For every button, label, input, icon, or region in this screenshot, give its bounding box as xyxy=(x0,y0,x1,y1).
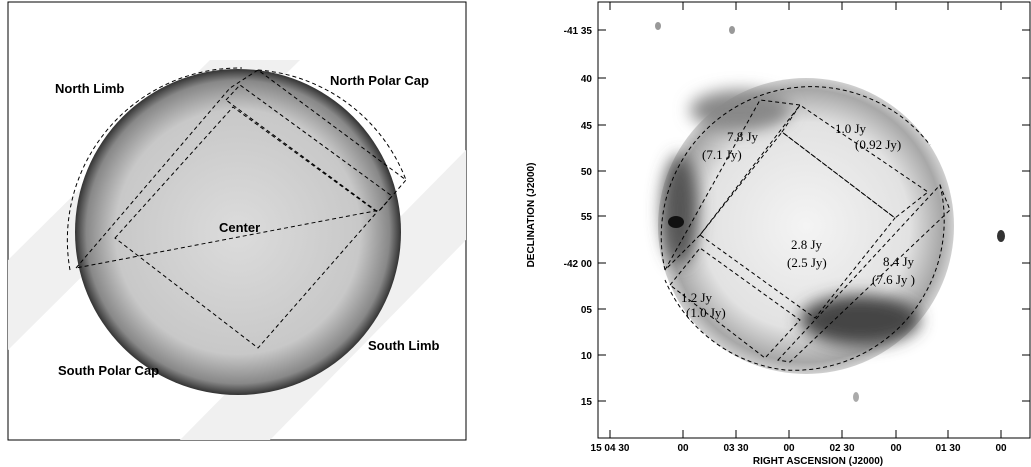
flux-label: 1.2 Jy xyxy=(681,290,713,305)
x-tick-label: 02 30 xyxy=(829,443,854,454)
x-tick-label: 00 xyxy=(995,443,1007,454)
region-label: Center xyxy=(219,220,260,235)
center-region xyxy=(699,131,896,319)
limb-region xyxy=(777,184,951,363)
north-cap-outline xyxy=(257,69,407,181)
flux-label: (7.6 Jy ) xyxy=(872,272,915,287)
x-tick-label: 01 30 xyxy=(935,443,960,454)
north-limb-outline xyxy=(66,67,243,271)
flux-label: (1.0 Jy) xyxy=(686,305,726,320)
y-tick-label: 05 xyxy=(581,305,593,316)
model-panel: North Limb North Polar Cap Center South … xyxy=(7,1,467,441)
remnant-outline xyxy=(660,86,945,371)
cap-region xyxy=(669,247,801,359)
flux-label: 8.4 Jy xyxy=(883,254,915,269)
point-source xyxy=(997,230,1005,242)
point-source xyxy=(655,22,661,30)
point-source xyxy=(729,26,735,34)
region-label: North Polar Cap xyxy=(330,73,429,88)
region-outline xyxy=(74,69,407,269)
flux-label: (7.1 Jy) xyxy=(702,147,742,162)
y-tick-label: -41 35 xyxy=(564,26,593,37)
y-tick-label: 55 xyxy=(581,212,593,223)
x-tick-label: 15 04 30 xyxy=(591,443,630,454)
emission xyxy=(662,90,920,345)
x-axis-title: RIGHT ASCENSION (J2000) xyxy=(753,456,883,467)
flux-label: (0.92 Jy) xyxy=(855,137,901,152)
y-tick-label: -42 00 xyxy=(564,259,593,270)
y-tick-label: 50 xyxy=(581,167,593,178)
center-region xyxy=(114,106,378,349)
y-axis-title: DECLINATION (J2000) xyxy=(526,163,537,268)
flux-label: 7.8 Jy xyxy=(727,129,759,144)
y-tick-label: 15 xyxy=(581,397,593,408)
model-disk xyxy=(75,69,401,395)
radio-panel: 7.8 Jy (7.1 Jy) 1.0 Jy (0.92 Jy) 2.8 Jy … xyxy=(526,1,1031,467)
point-source xyxy=(668,216,684,228)
cap-region xyxy=(781,104,929,219)
region-label: South Limb xyxy=(368,338,440,353)
x-tick-label: 00 xyxy=(677,443,689,454)
y-tick-label: 40 xyxy=(581,74,593,85)
x-tick-label: 00 xyxy=(890,443,902,454)
flux-label: 1.0 Jy xyxy=(835,121,867,136)
flux-label: (2.5 Jy) xyxy=(787,255,827,270)
y-tick-label: 10 xyxy=(581,351,593,362)
x-tick-label: 00 xyxy=(783,443,795,454)
limb-region xyxy=(664,99,801,271)
x-tick-label: 03 30 xyxy=(723,443,748,454)
point-source xyxy=(853,392,859,402)
region-label: North Limb xyxy=(55,81,124,96)
region-label: South Polar Cap xyxy=(58,363,159,378)
flux-label: 2.8 Jy xyxy=(791,237,823,252)
y-tick-label: 45 xyxy=(581,121,593,132)
